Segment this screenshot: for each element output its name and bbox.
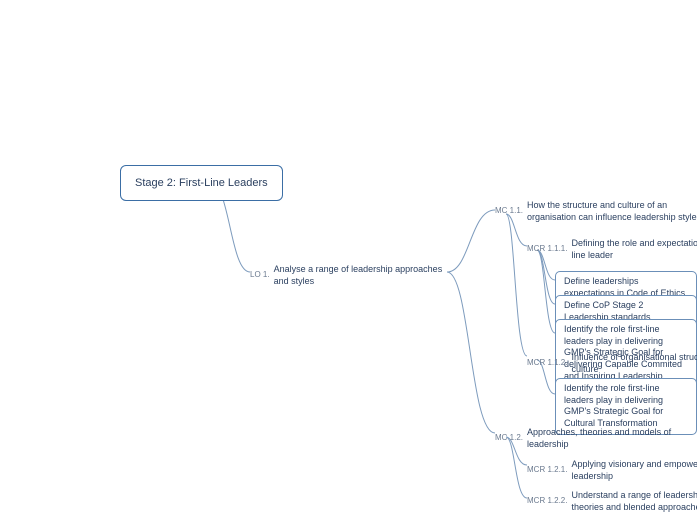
mc12-num: MC 1.2. — [495, 433, 523, 443]
mcr111-num: MCR 1.1.1. — [527, 244, 567, 254]
lo1-node[interactable]: LO 1. Analyse a range of leadership appr… — [250, 264, 450, 287]
mcr121-node[interactable]: MCR 1.2.1. Applying visionary and empowe… — [527, 459, 697, 482]
mc12-node[interactable]: MC 1.2. Approaches, theories and models … — [495, 427, 697, 450]
mc11-num: MC 1.1. — [495, 206, 523, 216]
mcr112-node[interactable]: MCR 1.1.2. Influence of organisational s… — [527, 352, 697, 375]
lo1-num: LO 1. — [250, 270, 270, 280]
lo1-label: Analyse a range of leadership approaches… — [274, 264, 450, 287]
mcr111-label: Defining the role and expectations of a … — [571, 238, 697, 261]
mcr121-num: MCR 1.2.1. — [527, 465, 567, 475]
mc11-label: How the structure and culture of an orga… — [527, 200, 697, 223]
mcr122-node[interactable]: MCR 1.2.2. Understand a range of leaders… — [527, 490, 697, 513]
mc11-node[interactable]: MC 1.1. How the structure and culture of… — [495, 200, 697, 223]
root-label: Stage 2: First-Line Leaders — [120, 165, 283, 201]
mcr122-label: Understand a range of leadership models,… — [571, 490, 697, 513]
mcr121-label: Applying visionary and empowering leader… — [571, 459, 697, 482]
mc12-label: Approaches, theories and models of leade… — [527, 427, 697, 450]
mcr122-num: MCR 1.2.2. — [527, 496, 567, 506]
mcr112-num: MCR 1.1.2. — [527, 358, 567, 368]
mcr111-node[interactable]: MCR 1.1.1. Defining the role and expecta… — [527, 238, 697, 261]
root-node[interactable]: Stage 2: First-Line Leaders — [120, 165, 283, 201]
mcr112-label: Influence of organisational structure an… — [571, 352, 697, 375]
